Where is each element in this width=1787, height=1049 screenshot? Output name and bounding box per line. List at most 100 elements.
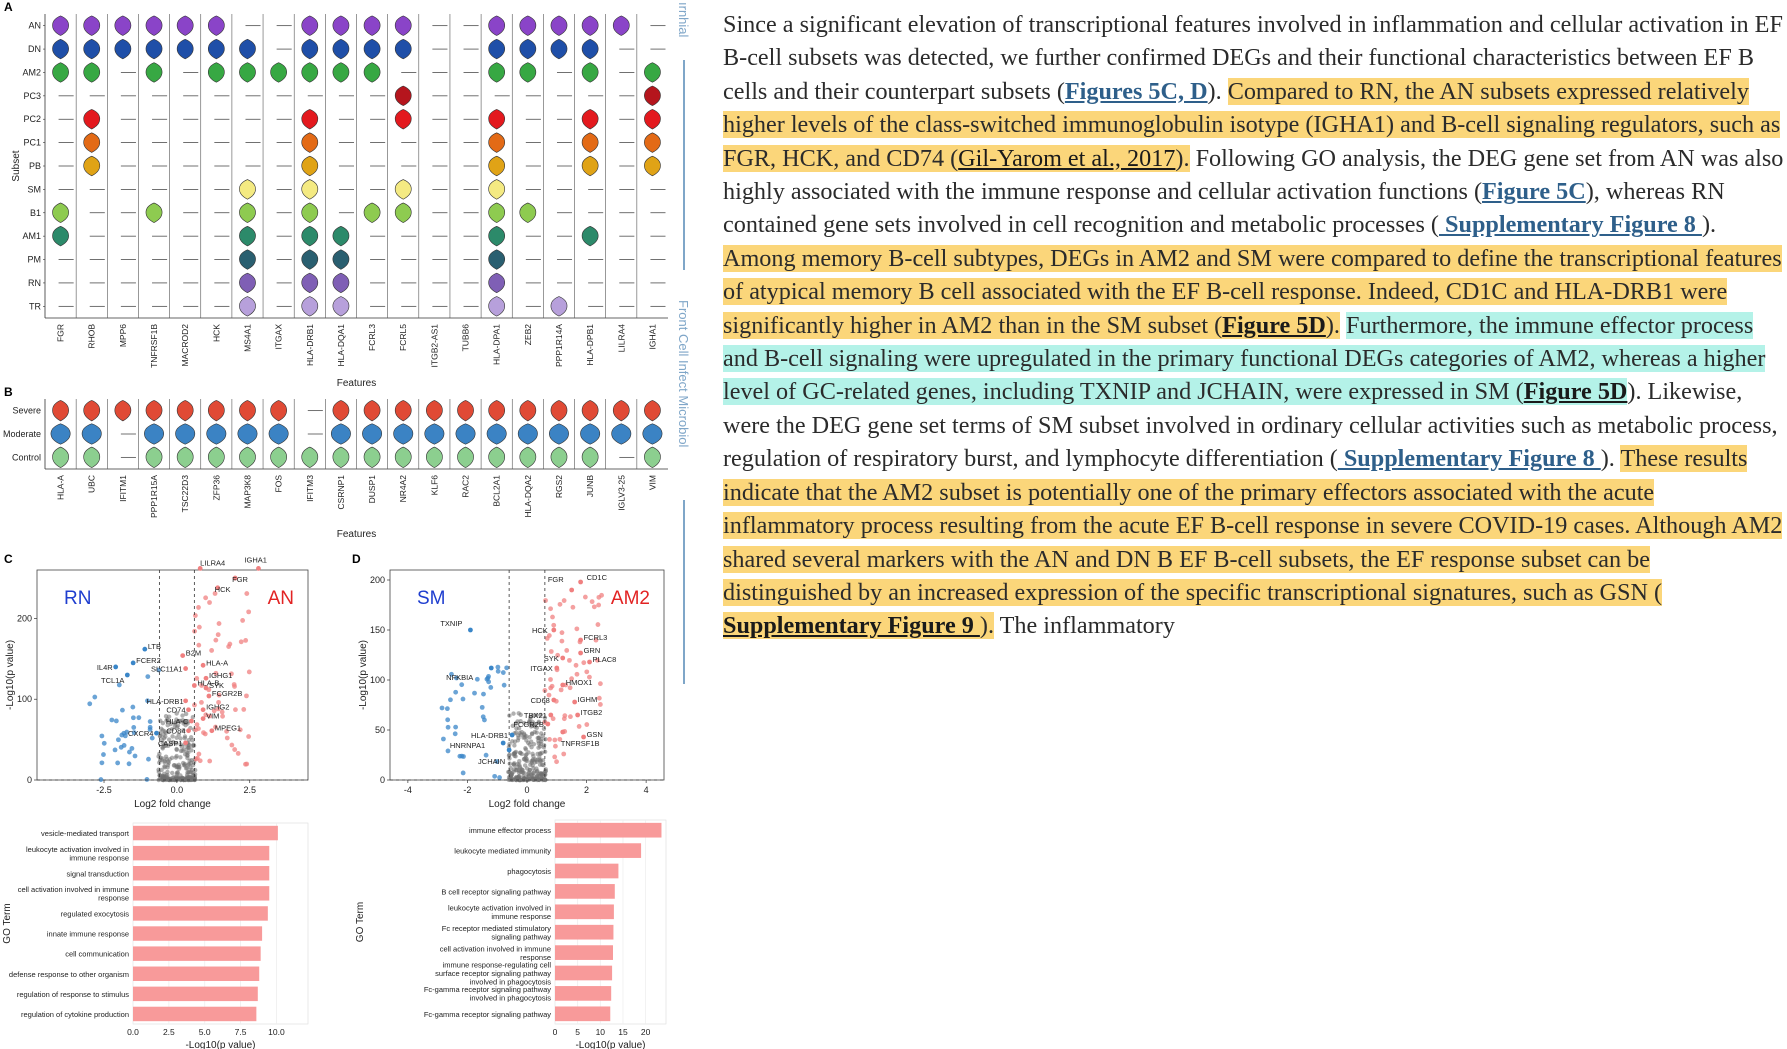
volcano-c-gene-label: LTB	[148, 642, 161, 651]
volcano-d-point-up	[557, 601, 563, 607]
volcano-d-point	[533, 777, 539, 782]
volcano-c-point	[189, 748, 194, 753]
volcano-c-point-up	[202, 731, 208, 737]
go-c-bar	[133, 946, 261, 961]
violin	[207, 38, 225, 60]
volcano-c-point-up	[207, 600, 212, 605]
volcano-d-right-label: AM2	[611, 588, 650, 609]
panel-b-feature-label: MAP3K8	[242, 475, 252, 509]
violin	[176, 38, 194, 60]
violin	[145, 62, 163, 83]
volcano-d-point-up	[584, 669, 590, 675]
volcano-d-point	[522, 720, 527, 726]
link-supplementary-figure-8-a[interactable]: Supplementary Figure 8	[1439, 211, 1702, 239]
volcano-c-point-up	[244, 761, 250, 767]
volcano-c-point	[166, 737, 172, 742]
volcano-c-point-down	[112, 747, 118, 753]
violin	[488, 226, 506, 247]
volcano-d-gene-point	[488, 665, 494, 671]
violin	[486, 423, 507, 445]
volcano-d-point	[542, 774, 547, 779]
link-figures-5c-d[interactable]: Figures 5C, D	[1064, 77, 1208, 105]
violin	[239, 38, 256, 60]
go-c-bar	[133, 825, 278, 841]
volcano-c-gene-label: FCER2	[136, 656, 161, 665]
violin	[488, 62, 506, 83]
volcano-d-point-down	[474, 676, 480, 682]
volcano-d-point-down	[452, 731, 458, 737]
violin	[83, 15, 101, 36]
panel-a-feature-label: FCRL5	[398, 324, 408, 351]
volcano-d-point	[512, 750, 518, 755]
volcano-c-point-down	[130, 704, 136, 710]
volcano-c-point-up	[216, 699, 221, 705]
volcano-d-gene-point	[581, 734, 586, 740]
volcano-d-point-up	[597, 702, 603, 707]
violin	[394, 109, 412, 130]
volcano-c-point-down	[131, 725, 137, 730]
volcano-c-point	[162, 729, 167, 734]
go-d-xtick-label: 0	[553, 1027, 558, 1037]
volcano-c-xtick-label: 2.5	[243, 785, 256, 795]
volcano-c-point-down	[147, 719, 153, 724]
go-c-term-label: response	[98, 894, 129, 903]
volcano-c-point	[164, 718, 169, 723]
volcano-d-point	[536, 719, 541, 725]
go-c-bar	[133, 926, 263, 941]
violin	[239, 249, 256, 270]
volcano-d-point	[543, 736, 548, 742]
volcano-c-point-up	[196, 726, 201, 731]
link-figure-5d-b[interactable]: Figure 5D	[1523, 378, 1628, 406]
violin	[332, 249, 350, 270]
violin	[424, 423, 445, 445]
figure-canvas: A B C D AN DN AM2 PC3 PC2 PC1 PB SM B1 AM1 PM RN TR FGR RH…	[2, 0, 668, 1049]
go-d-bar	[555, 822, 662, 838]
volcano-d-point-up	[581, 660, 587, 666]
volcano-c-point	[157, 730, 163, 736]
violin	[50, 423, 71, 445]
go-d-term-label: surface receptor signaling pathway	[435, 969, 551, 978]
volcano-d-gene-label: FGR	[548, 575, 564, 584]
link-figure-5d-a[interactable]: Figure 5D	[1222, 311, 1326, 339]
volcano-c-point-up	[197, 758, 203, 764]
volcano-d-point	[539, 739, 544, 744]
volcano-c-gene-label: SYK	[209, 681, 224, 690]
violin	[426, 400, 443, 422]
violin	[301, 296, 319, 317]
volcano-d-gene-point	[578, 579, 584, 585]
go-d-term-label: immune effector process	[469, 826, 551, 835]
volcano-c-point	[156, 754, 161, 759]
volcano-d-point	[531, 742, 537, 747]
volcano-d-gene-label: HCK	[532, 626, 548, 635]
link-figure-5c[interactable]: Figure 5C	[1482, 178, 1586, 206]
volcano-d-point-up	[559, 630, 565, 636]
volcano-c-gene-point	[183, 698, 189, 704]
panel-b-feature-label: HLA-A	[56, 475, 66, 500]
ref-gil-yarom[interactable]: Gil-Yarom et al., 2017	[958, 144, 1176, 172]
volcano-c-ytick-label: 100	[17, 694, 32, 704]
link-supplementary-figure-8-b[interactable]: Supplementary Figure 8	[1337, 445, 1601, 473]
violin	[83, 446, 101, 468]
violin	[393, 423, 414, 445]
violin	[332, 38, 350, 60]
violin	[332, 272, 350, 294]
panel-b-feature-label: IFITM1	[118, 475, 128, 502]
volcano-c-point-up	[224, 735, 230, 741]
violin	[52, 202, 69, 223]
link-supplementary-figure-9[interactable]: Supplementary Figure 9	[723, 612, 980, 640]
panel-a-feature-label: TUBB6	[461, 324, 471, 352]
volcano-c-point-down	[136, 715, 142, 721]
violin	[239, 296, 256, 317]
violin	[239, 272, 256, 294]
volcano-d-point	[530, 758, 535, 763]
panel-a-row-label: B1	[30, 208, 41, 218]
violin	[270, 400, 287, 422]
volcano-d-point-down	[460, 696, 466, 702]
volcano-c-point	[186, 762, 191, 768]
volcano-c-point-up	[229, 671, 234, 677]
volcano-c-point	[191, 742, 196, 747]
volcano-c-point	[178, 748, 184, 754]
violin	[580, 423, 601, 445]
volcano-c-point	[180, 760, 186, 766]
volcano-c-point	[163, 734, 168, 739]
